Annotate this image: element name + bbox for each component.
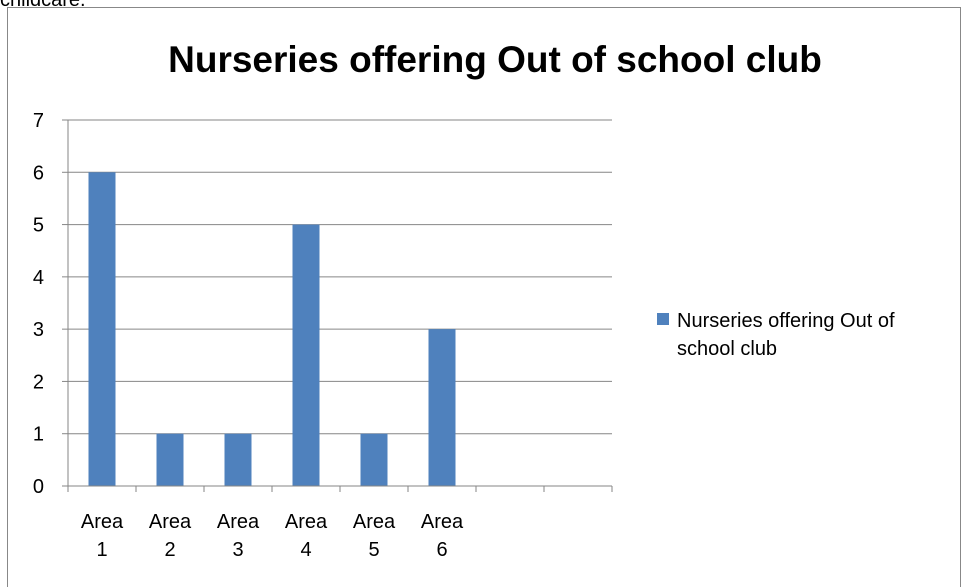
legend-label-line-1: Nurseries offering Out of xyxy=(677,310,895,332)
axes xyxy=(62,119,613,492)
x-tick-label-5-1: Area xyxy=(353,511,396,533)
x-tick-label-6-1: Area xyxy=(421,511,464,533)
chart-title: Nurseries offering Out of school club xyxy=(168,39,822,80)
x-tick-label-5-2: 5 xyxy=(368,539,379,561)
bar-4 xyxy=(292,224,320,487)
y-tick-label-3: 3 xyxy=(33,319,44,341)
bar-3 xyxy=(224,433,252,486)
x-tick-label-6-2: 6 xyxy=(436,539,447,561)
bar-6 xyxy=(428,329,456,486)
y-axis-ticks: 0 1 2 3 4 5 6 7 xyxy=(33,110,44,498)
legend: Nurseries offering Out of school club xyxy=(657,310,895,360)
y-tick-label-0: 0 xyxy=(33,476,44,498)
y-tick-label-2: 2 xyxy=(33,371,44,393)
y-tick-label-7: 7 xyxy=(33,110,44,132)
x-tick-label-4-1: Area xyxy=(285,511,328,533)
bar-5 xyxy=(360,433,388,486)
gridlines xyxy=(68,119,612,435)
x-tick-label-2-2: 2 xyxy=(164,539,175,561)
x-tick-label-3-2: 3 xyxy=(232,539,243,561)
bar-2 xyxy=(156,433,184,486)
x-tick-label-2-1: Area xyxy=(149,511,192,533)
legend-swatch xyxy=(657,313,669,325)
x-tick-label-1-2: 1 xyxy=(96,539,107,561)
x-tick-label-4-2: 4 xyxy=(300,539,311,561)
page-top-text: childcare. xyxy=(0,0,86,11)
legend-label-line-2: school club xyxy=(677,338,777,360)
y-tick-label-6: 6 xyxy=(33,162,44,184)
y-tick-label-5: 5 xyxy=(33,215,44,237)
x-tick-label-1-1: Area xyxy=(81,511,124,533)
x-tick-label-3-1: Area xyxy=(217,511,260,533)
bar-1 xyxy=(88,172,116,487)
y-tick-label-4: 4 xyxy=(33,267,44,289)
y-tick-label-1: 1 xyxy=(33,424,44,446)
x-axis-ticks: Area 1 Area 2 Area 3 Area 4 Area 5 Area 6 xyxy=(81,511,464,561)
bars xyxy=(88,172,456,487)
chart-frame xyxy=(7,7,961,587)
